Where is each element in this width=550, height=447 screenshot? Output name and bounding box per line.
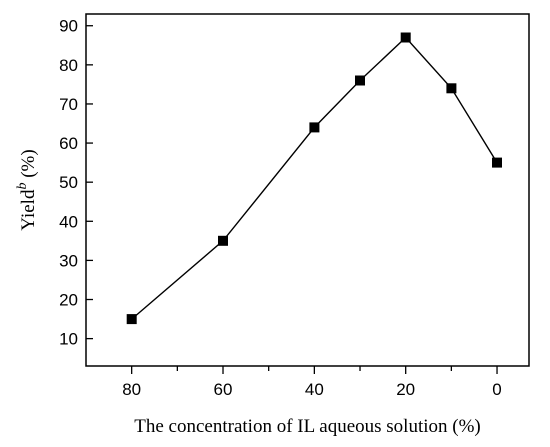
plot-frame — [85, 13, 530, 367]
y-tick-label: 60 — [59, 134, 78, 153]
x-tick-label: 40 — [305, 380, 324, 399]
series-line — [131, 36, 498, 320]
tick-group: 10 20 30 40 50 60 70 80 90 80 60 40 20 0 — [59, 17, 502, 399]
series-group — [126, 32, 502, 325]
x-tick-label: 0 — [492, 380, 501, 399]
y-tick-label: 80 — [59, 56, 78, 75]
y-axis-title-superscript: b — [15, 183, 30, 190]
plot-frame-group — [85, 13, 530, 367]
y-tick-label: 30 — [59, 251, 78, 270]
y-tick-label: 90 — [59, 17, 78, 36]
data-point-marker — [355, 75, 365, 86]
y-tick-label: 50 — [59, 173, 78, 192]
x-axis-title: The concentration of IL aqueous solution… — [134, 416, 480, 437]
data-point-marker — [400, 32, 411, 43]
y-tick-label: 20 — [59, 291, 78, 310]
y-tick-label: 70 — [59, 95, 78, 114]
y-axis-title-main: Yield — [18, 189, 39, 231]
data-point-marker — [126, 314, 137, 325]
y-axis-title-unit: (%) — [18, 149, 39, 182]
x-tick-label: 80 — [122, 380, 141, 399]
data-point-marker — [218, 235, 228, 246]
y-axis-title: Yieldb (%) — [15, 149, 39, 230]
data-point-marker — [492, 157, 502, 168]
y-tick-label: 40 — [59, 212, 78, 231]
x-tick-label: 60 — [214, 380, 233, 399]
x-tick-label: 20 — [396, 380, 415, 399]
data-point-marker — [309, 122, 320, 133]
data-point-marker — [446, 83, 457, 94]
y-tick-label: 10 — [59, 330, 78, 349]
